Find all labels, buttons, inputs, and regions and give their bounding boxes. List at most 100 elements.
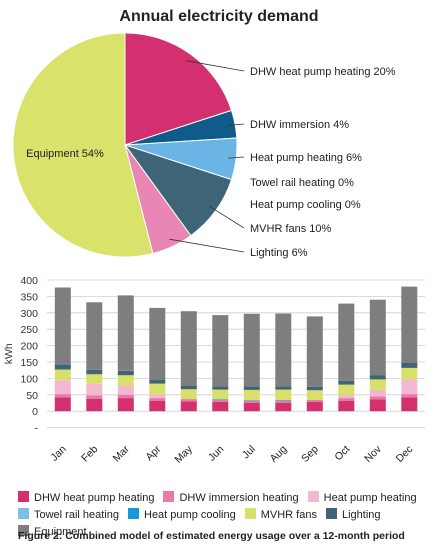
bar-nov-mvhr-fans	[369, 379, 386, 390]
x-tick-label-sep: Sep	[299, 443, 321, 465]
bar-jan-dhw-immersion-heating	[54, 394, 71, 398]
bar-oct-dhw-heat-pump-heating	[338, 400, 355, 412]
pie-label-dhw-immersion: DHW immersion 4%	[250, 119, 349, 131]
legend-swatch	[163, 491, 175, 502]
y-tick-label: 50	[26, 390, 38, 402]
legend-swatch	[18, 508, 29, 519]
y-tick-label: -	[35, 423, 39, 435]
bar-mar-dhw-immersion-heating	[117, 394, 134, 399]
legend-swatch	[128, 508, 139, 519]
legend-label: DHW heat pump heating	[34, 492, 155, 504]
bar-dec-dhw-heat-pump-heating	[401, 397, 418, 412]
bar-may-dhw-heat-pump-heating	[180, 401, 197, 412]
plot-area	[47, 280, 425, 428]
pie-label-towel-rail-heating: Towel rail heating 0%	[250, 177, 354, 189]
pie-leader-dhw-immersion	[227, 123, 245, 126]
legend-item-dhw-heat-pump-heating: DHW heat pump heating	[18, 490, 154, 507]
y-tick-label: 150	[20, 357, 38, 369]
legend-swatch	[18, 491, 29, 502]
legend-label: Heat pump cooling	[144, 509, 236, 521]
legend-swatch	[18, 525, 29, 536]
bar-dec-mvhr-fans	[401, 367, 418, 380]
y-tick-label: 100	[20, 373, 38, 385]
bar-aug-mvhr-fans	[275, 389, 292, 401]
pie-label-heat-pump-heating: Heat pump heating 6%	[250, 152, 362, 164]
bar-apr-mvhr-fans	[149, 383, 166, 395]
bar-feb-heat-pump-heating	[86, 384, 103, 396]
legend-item-equipment: Equipment	[18, 524, 87, 541]
pie-leader-heat-pump-heating	[228, 156, 245, 159]
pie-leader-mvhr-fans	[209, 205, 245, 229]
bar-sep-dhw-immersion-heating	[306, 400, 323, 402]
bar-oct-mvhr-fans	[338, 384, 355, 396]
bar-jul-heat-pump-cooling	[243, 400, 260, 402]
bar-mar-dhw-heat-pump-heating	[117, 398, 134, 412]
stacked-bar-chart: 400 350 300 250 200 150 100 50 0 - kWh Jan Feb Mar Apr…	[3, 275, 425, 466]
legend-item-heat-pump-cooling: Heat pump cooling	[128, 507, 236, 524]
bar-apr-dhw-heat-pump-heating	[149, 400, 166, 412]
y-tick-label: 200	[20, 341, 38, 353]
bar-sep-mvhr-fans	[306, 390, 323, 400]
x-tick-label-jun: Jun	[206, 443, 227, 464]
pie-label-dhw-heat-pump-heating: DHW heat pump heating 20%	[250, 66, 396, 78]
bar-feb-mvhr-fans	[86, 374, 103, 384]
bar-dec-heat-pump-heating	[401, 379, 418, 395]
bar-feb-equipment	[86, 302, 103, 370]
legend-label: Heat pump heating	[323, 492, 417, 504]
bar-nov-lighting	[369, 375, 386, 380]
x-tick-label-oct: Oct	[332, 443, 352, 463]
bar-apr-dhw-immersion-heating	[149, 398, 166, 401]
bar-jun-dhw-heat-pump-heating	[212, 402, 229, 412]
x-tick-label-jul: Jul	[240, 443, 258, 461]
bar-jan-equipment	[54, 287, 71, 365]
legend-swatch	[307, 491, 319, 502]
bar-dec-dhw-immersion-heating	[401, 394, 418, 398]
legend-item-heat-pump-heating: Heat pump heating	[307, 490, 417, 507]
pie-label-equipment: Equipment 54%	[26, 148, 104, 160]
bar-mar-heat-pump-heating	[117, 385, 134, 395]
bar-sep-lighting	[306, 386, 323, 391]
pie-slice-equipment	[12, 32, 154, 258]
bar-oct-dhw-immersion-heating	[338, 398, 355, 401]
x-tick-label-mar: Mar	[111, 443, 133, 465]
bar-may-mvhr-fans	[180, 389, 197, 399]
legend-label: MVHR fans	[260, 509, 317, 521]
legend-item-dhw-immersion-heating: DHW immersion heating	[163, 490, 299, 507]
x-tick-label-apr: Apr	[143, 443, 163, 463]
bar-jul-dhw-heat-pump-heating	[243, 403, 260, 412]
y-tick-label: 300	[20, 308, 38, 320]
bar-aug-equipment	[275, 313, 292, 387]
bar-may-lighting	[180, 385, 197, 390]
bar-oct-heat-pump-heating	[338, 395, 355, 399]
bar-jun-equipment	[212, 315, 229, 387]
y-axis-label: kWh	[3, 343, 15, 364]
bar-jul-lighting	[243, 386, 260, 390]
pie-leader-lighting	[169, 238, 245, 253]
bar-apr-lighting	[149, 380, 166, 384]
pie-leader-dhw-heat-pump-heating	[186, 60, 245, 72]
bar-nov-heat-pump-heating	[369, 389, 386, 397]
bar-dec-equipment	[401, 286, 418, 363]
pie-chart-title: Annual electricity demand	[119, 8, 319, 25]
bar-dec-lighting	[401, 363, 418, 368]
y-tick-label: 350	[20, 291, 38, 303]
bar-jan-mvhr-fans	[54, 369, 71, 381]
bar-jun-dhw-immersion-heating	[212, 400, 229, 402]
bar-aug-dhw-heat-pump-heating	[275, 402, 292, 412]
x-tick-label-dec: Dec	[394, 443, 416, 465]
chart-legend: DHW heat pump heating DHW immersion heati…	[18, 490, 433, 541]
y-tick-label: 400	[20, 275, 38, 287]
bar-jan-heat-pump-heating	[54, 380, 71, 395]
bar-may-equipment	[180, 311, 197, 386]
figure-caption: Figure 2: Combined model of estimated en…	[18, 530, 405, 542]
bar-mar-lighting	[117, 370, 134, 376]
legend-swatch	[325, 508, 337, 519]
legend-label: Towel rail heating	[34, 509, 119, 521]
bar-feb-dhw-heat-pump-heating	[86, 398, 103, 412]
pie-label-heat-pump-cooling: Heat pump cooling 0%	[250, 199, 361, 211]
bar-aug-heat-pump-cooling	[275, 400, 292, 401]
bar-jun-heat-pump-cooling	[212, 399, 229, 401]
bar-jun-mvhr-fans	[212, 389, 229, 400]
bar-jul-mvhr-fans	[243, 389, 260, 401]
y-tick-label: 0	[32, 406, 38, 418]
